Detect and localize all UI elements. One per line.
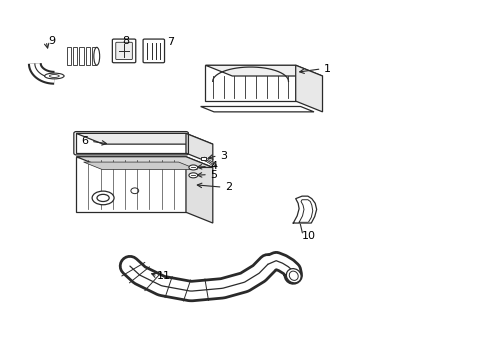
Ellipse shape [289, 271, 298, 280]
Polygon shape [83, 162, 197, 170]
Bar [73, 47, 77, 65]
Bar [66, 47, 71, 65]
Text: 10: 10 [301, 231, 315, 240]
Text: 1: 1 [323, 64, 330, 74]
Bar [92, 47, 96, 65]
Bar [85, 47, 90, 65]
FancyBboxPatch shape [143, 39, 164, 63]
FancyBboxPatch shape [116, 42, 132, 59]
Ellipse shape [49, 75, 59, 77]
Text: 4: 4 [210, 161, 217, 171]
Polygon shape [295, 65, 322, 112]
Polygon shape [185, 134, 212, 164]
Text: 6: 6 [81, 136, 88, 146]
Text: 8: 8 [122, 36, 129, 46]
Ellipse shape [94, 47, 100, 65]
Ellipse shape [44, 73, 64, 79]
Polygon shape [76, 157, 212, 167]
Text: 3: 3 [220, 150, 226, 161]
Bar [79, 47, 83, 65]
Text: 7: 7 [167, 37, 174, 47]
Polygon shape [299, 200, 312, 222]
Polygon shape [76, 134, 185, 153]
Polygon shape [76, 134, 212, 144]
Ellipse shape [188, 173, 197, 178]
Text: 9: 9 [48, 36, 55, 46]
Polygon shape [293, 196, 316, 223]
Text: 5: 5 [210, 170, 217, 180]
Polygon shape [185, 157, 212, 223]
FancyBboxPatch shape [112, 39, 136, 63]
Polygon shape [205, 65, 295, 101]
Text: 11: 11 [156, 271, 170, 281]
Polygon shape [200, 157, 206, 160]
Ellipse shape [92, 191, 114, 205]
Polygon shape [205, 65, 322, 76]
Text: 2: 2 [224, 182, 231, 192]
Ellipse shape [97, 194, 109, 202]
Polygon shape [76, 157, 185, 212]
Polygon shape [200, 107, 313, 112]
Ellipse shape [286, 269, 301, 283]
Ellipse shape [188, 165, 197, 170]
